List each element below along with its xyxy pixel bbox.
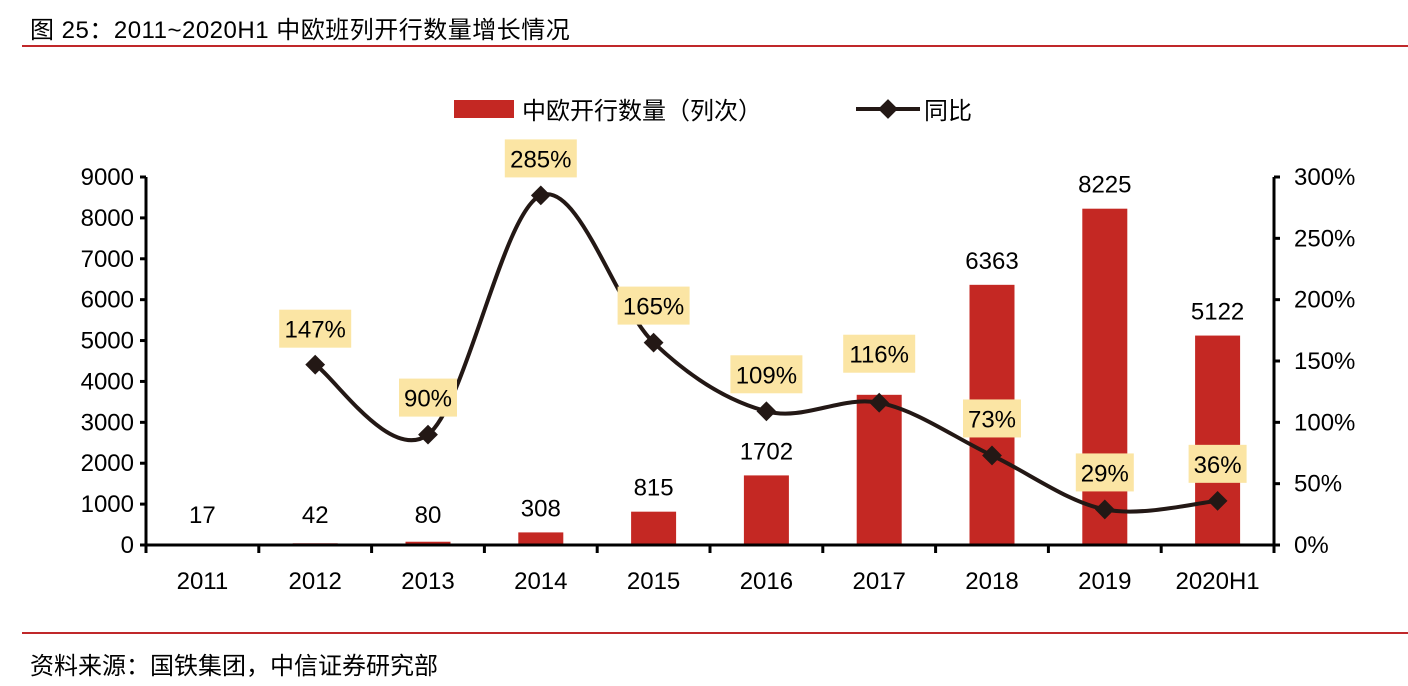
y-left-tick-label: 7000 xyxy=(81,246,134,273)
legend-line-marker xyxy=(878,99,898,119)
yoy-value-label: 109% xyxy=(736,362,797,389)
yoy-label-background xyxy=(1075,453,1134,492)
y-right-tick-label: 250% xyxy=(1294,225,1355,252)
yoy-label-background xyxy=(1188,444,1247,483)
yoy-value-label: 165% xyxy=(623,294,684,321)
yoy-label-background xyxy=(399,378,457,417)
yoy-value-label: 36% xyxy=(1194,452,1242,479)
bar-2016 xyxy=(743,475,789,545)
bar-2020H1 xyxy=(1195,335,1241,545)
bar-value-label: 6363 xyxy=(965,248,1018,275)
yoy-value-label: 147% xyxy=(285,317,346,344)
bar-value-label: 42 xyxy=(302,502,329,529)
bar-2015 xyxy=(631,511,677,545)
x-tick-label: 2014 xyxy=(514,568,567,595)
source-note: 资料来源：国铁集团，中信证券研究部 xyxy=(30,653,438,680)
bar-2014 xyxy=(518,532,564,545)
y-left-tick-label: 8000 xyxy=(81,205,134,232)
y-left-tick-label: 0 xyxy=(121,532,134,559)
bar-value-label: 815 xyxy=(634,475,674,502)
source-divider xyxy=(22,632,1408,634)
x-tick-label: 2020H1 xyxy=(1176,568,1260,595)
yoy-label-background xyxy=(963,399,1021,438)
bar-value-label: 5122 xyxy=(1191,299,1244,326)
y-left-tick-label: 2000 xyxy=(81,450,134,477)
bar-value-label: 8225 xyxy=(1078,172,1131,199)
y-right-tick-label: 0% xyxy=(1294,532,1329,559)
yoy-value-label: 116% xyxy=(849,342,909,369)
y-left-tick-label: 3000 xyxy=(81,409,134,436)
legend-bar-swatch xyxy=(454,100,514,118)
x-tick-label: 2015 xyxy=(627,568,680,595)
yoy-value-label: 29% xyxy=(1081,460,1129,487)
yoy-marker-2015 xyxy=(643,332,664,353)
bar-value-label: 17 xyxy=(189,502,216,529)
yoy-value-label: 285% xyxy=(510,146,571,173)
y-left-tick-label: 6000 xyxy=(81,287,134,314)
legend: 中欧开行数量（列次） 同比 xyxy=(454,98,972,125)
legend-bar-label: 中欧开行数量（列次） xyxy=(522,98,762,125)
x-tick-label: 2017 xyxy=(853,568,906,595)
title-divider xyxy=(22,45,1408,47)
bar-value-label: 80 xyxy=(415,502,442,529)
yoy-marker-2017 xyxy=(869,392,890,413)
yoy-marker-2020H1 xyxy=(1207,490,1228,511)
x-tick-label: 2012 xyxy=(289,568,342,595)
bar-2017 xyxy=(856,394,902,545)
x-tick-label: 2019 xyxy=(1078,568,1131,595)
yoy-label-background xyxy=(279,309,352,348)
yoy-marker-2013 xyxy=(418,424,438,445)
x-tick-label: 2013 xyxy=(401,568,454,595)
yoy-marker-2012 xyxy=(305,354,326,375)
yoy-label-background xyxy=(730,355,803,394)
x-tick-label: 2011 xyxy=(177,568,229,595)
y-left-tick-label: 1000 xyxy=(81,491,134,518)
yoy-label-background xyxy=(504,139,577,178)
bar-value-label: 308 xyxy=(521,495,561,522)
y-right-tick-label: 300% xyxy=(1294,164,1355,191)
y-right-tick-label: 150% xyxy=(1294,348,1355,375)
yoy-label-background xyxy=(843,334,916,373)
y-left-tick-label: 4000 xyxy=(81,368,134,395)
yoy-label-background xyxy=(617,286,690,325)
y-left-tick-label: 9000 xyxy=(81,164,134,191)
yoy-value-label: 73% xyxy=(968,406,1016,433)
yoy-marker-2016 xyxy=(756,401,777,422)
bar-value-label: 1702 xyxy=(740,438,793,465)
x-tick-label: 2018 xyxy=(965,568,1018,595)
bar-2013 xyxy=(405,541,451,545)
y-right-tick-label: 50% xyxy=(1294,471,1342,498)
y-right-tick-label: 200% xyxy=(1294,287,1355,314)
legend-line-label: 同比 xyxy=(924,98,972,125)
figure-title: 图 25：2011~2020H1 中欧班列开行数量增长情况 xyxy=(30,17,571,44)
bar-2019 xyxy=(1082,208,1128,545)
y-right-tick-label: 100% xyxy=(1294,409,1355,436)
yoy-marker-2019 xyxy=(1094,499,1115,520)
y-left-tick-label: 5000 xyxy=(81,328,134,355)
yoy-value-label: 90% xyxy=(404,386,452,413)
yoy-marker-2018 xyxy=(982,445,1002,466)
x-tick-label: 2016 xyxy=(740,568,793,595)
